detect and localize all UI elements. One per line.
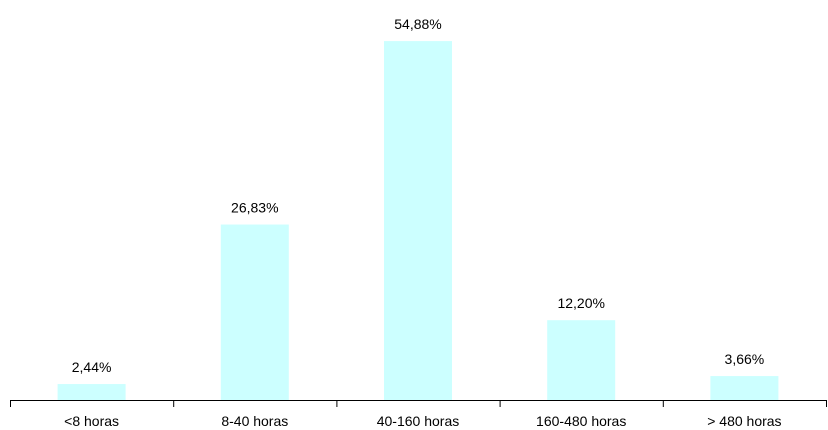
bar: [547, 320, 616, 400]
x-tick-label: > 480 horas: [707, 413, 781, 429]
bar-value-label: 54,88%: [394, 16, 441, 32]
x-axis: [10, 400, 827, 407]
bar: [710, 376, 779, 400]
x-tick-labels-group: <8 horas 8-40 horas 40-160 horas 160-480 ho…: [64, 413, 781, 429]
bar-value-label: 2,44%: [72, 359, 112, 375]
x-tick-label: <8 horas: [64, 413, 119, 429]
bar-value-label: 12,20%: [557, 295, 604, 311]
x-tick-label: 160-480 horas: [536, 413, 626, 429]
bar: [57, 384, 126, 400]
x-tick-label: 8-40 horas: [221, 413, 288, 429]
x-tick-label: 40-160 horas: [377, 413, 460, 429]
bar: [220, 224, 289, 400]
bar-value-label: 26,83%: [231, 200, 278, 216]
bar-value-label: 3,66%: [725, 351, 765, 367]
data-labels-group: 2,44% 26,83% 54,88% 12,20% 3,66%: [72, 16, 765, 375]
bar: [384, 41, 452, 400]
bars-group: [57, 41, 779, 400]
